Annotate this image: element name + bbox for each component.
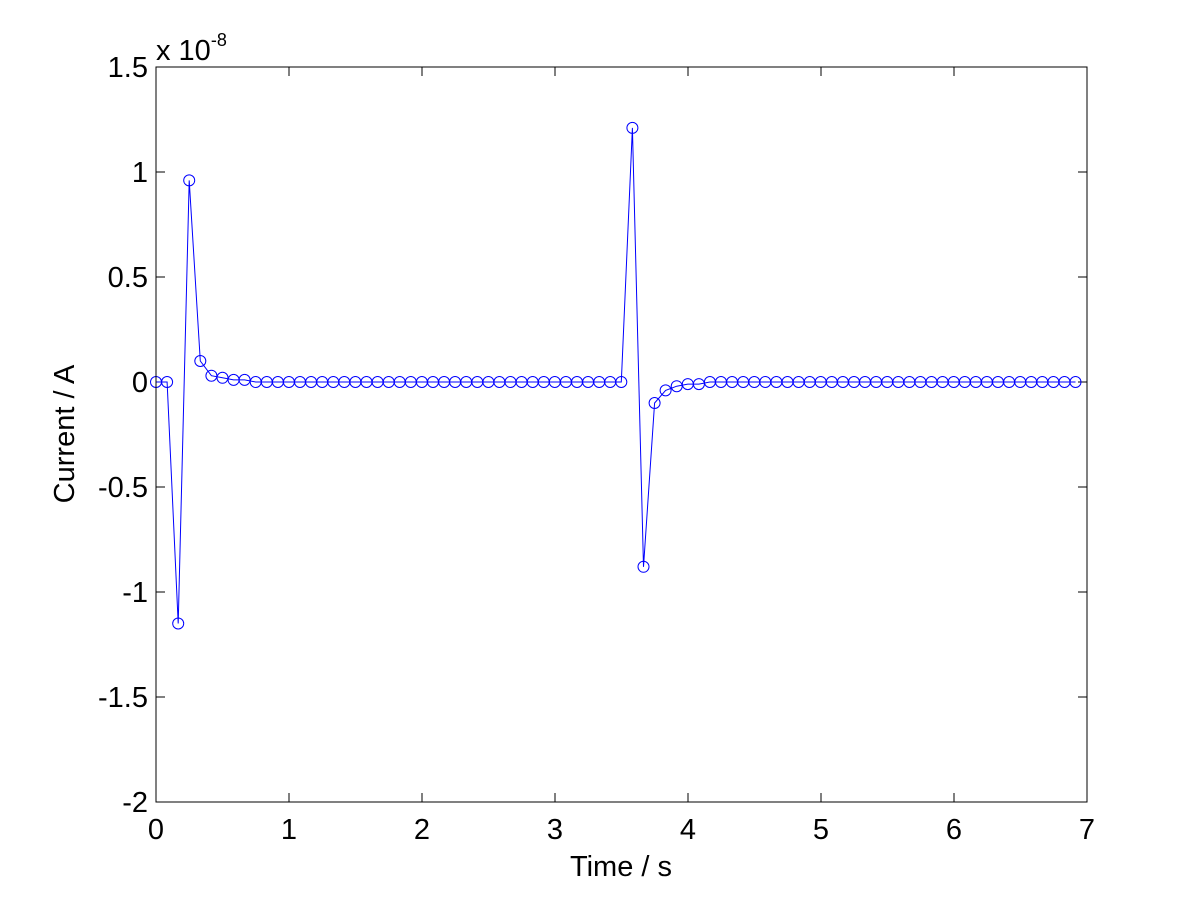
- y-tick-label: 1.5: [108, 52, 148, 84]
- data-point-2: [172, 617, 185, 630]
- data-point-4: [194, 355, 207, 367]
- x-axis-label: Time / s: [570, 851, 672, 883]
- data-point-42: [615, 376, 628, 388]
- data-point-45: [648, 397, 661, 409]
- data-point-44: [637, 560, 650, 573]
- y-tick-label: -2: [122, 787, 148, 819]
- x-tick-label: 4: [680, 814, 696, 846]
- data-point-3: [183, 174, 196, 187]
- y-multiplier: x 10-8: [156, 30, 227, 67]
- x-tick-label: 2: [414, 814, 430, 846]
- y-tick-label: 0: [132, 367, 148, 399]
- x-tick-label: 5: [813, 814, 829, 846]
- y-axis-label: Current / A: [49, 364, 81, 503]
- y-tick-label: -0.5: [98, 472, 148, 504]
- data-point-46: [659, 384, 672, 397]
- x-tick-label: 0: [148, 814, 164, 846]
- series-markers: [150, 121, 1082, 630]
- tick-labels: 0 1 2 3 4 5 6 7 1.5 1 0.5 0 -0.5 -1 -1.5 -2: [98, 52, 1095, 846]
- x-tick-label: 7: [1079, 814, 1095, 846]
- x-tick-label: 1: [281, 814, 297, 846]
- y-tick-label: 1: [132, 157, 148, 189]
- data-point-83: [1069, 376, 1082, 388]
- axes-box: [155, 66, 1088, 803]
- y-tick-label: -1.5: [98, 682, 148, 714]
- y-tick-label: -1: [122, 577, 148, 609]
- data-point-1: [161, 376, 174, 388]
- data-point-43: [626, 121, 639, 134]
- y-tick-label: 0.5: [108, 262, 148, 294]
- x-tick-label: 3: [547, 814, 563, 846]
- x-tick-label: 6: [946, 814, 962, 846]
- plot-area: [156, 67, 1087, 802]
